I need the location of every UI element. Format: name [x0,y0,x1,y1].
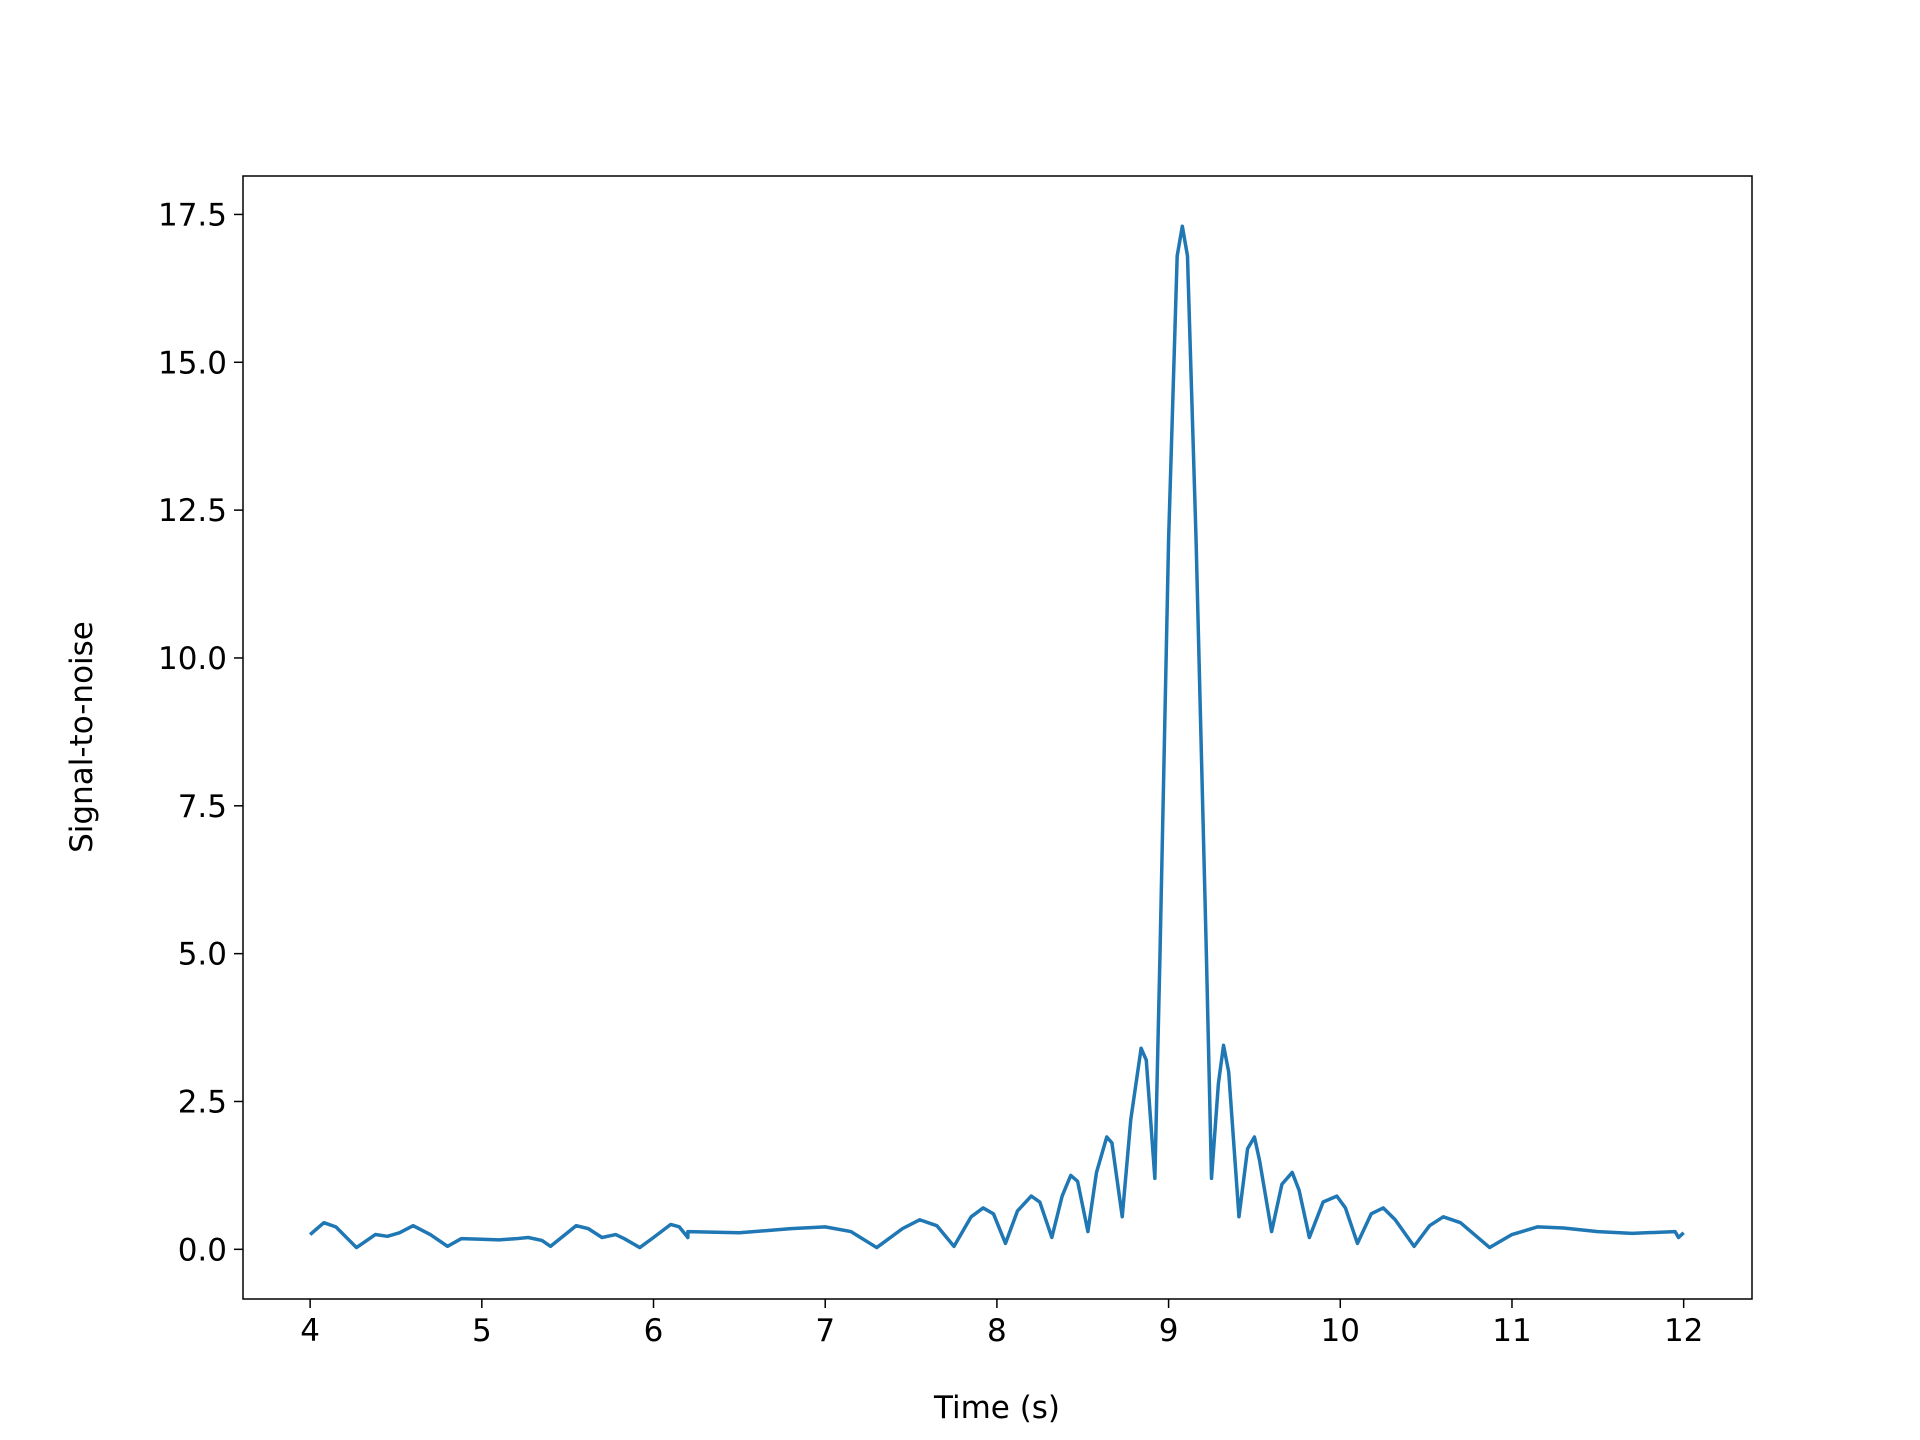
y-tick-label: 12.5 [158,493,227,529]
x-tick-label: 4 [300,1313,320,1349]
y-tick-label: 5.0 [178,937,227,973]
x-tick-label: 11 [1492,1313,1531,1349]
y-tick-label: 0.0 [178,1232,227,1268]
x-tick-label: 8 [987,1313,1007,1349]
x-tick-label: 10 [1321,1313,1360,1349]
data-line [308,224,1685,1250]
x-tick-label: 5 [472,1313,492,1349]
y-tick-label: 15.0 [158,345,227,381]
x-tick-label: 7 [815,1313,835,1349]
x-axis-label: Time (s) [933,1390,1060,1426]
y-tick-label: 10.0 [158,641,227,677]
x-tick-label: 6 [644,1313,664,1349]
y-tick-label: 2.5 [178,1084,227,1120]
x-tick-label: 9 [1159,1313,1179,1349]
plot-frame [242,175,1753,1300]
y-tick-label: 7.5 [178,789,227,825]
y-tick-label: 17.5 [158,197,227,233]
y-axis-label: Signal-to-noise [64,621,100,853]
x-tick-label: 12 [1664,1313,1703,1349]
